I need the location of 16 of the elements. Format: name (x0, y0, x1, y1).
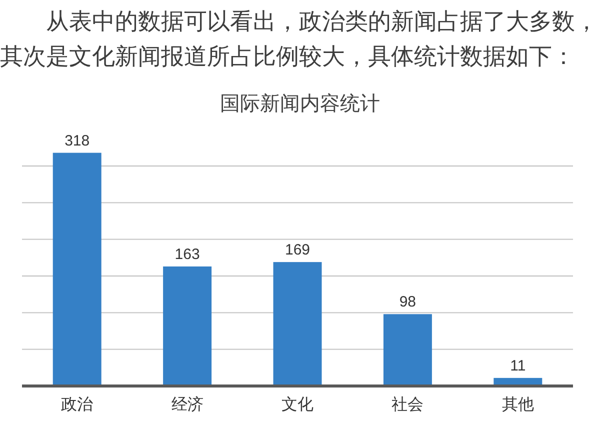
x-tick-label: 政治 (61, 396, 94, 414)
data-label: 11 (510, 357, 526, 374)
data-label: 169 (284, 242, 310, 259)
bar (383, 314, 432, 386)
data-label: 163 (174, 246, 200, 263)
text: 从表中的数据可以看出，政治类的新闻占据了大多数，其次是文化新闻报道所占比例较大，具体统计数据如下： (0, 7, 599, 71)
data-label: 318 (64, 132, 90, 150)
x-tick-label: 文化 (282, 396, 314, 414)
x-tick-label: 经济 (171, 396, 204, 414)
chart-title: 国际新闻内容统计 (220, 93, 380, 115)
bar (52, 152, 102, 386)
x-tick-label: 其他 (502, 396, 534, 414)
bar (163, 266, 212, 386)
bar (273, 262, 322, 386)
x-tick-label: 社会 (392, 396, 424, 414)
data-label: 98 (399, 294, 416, 311)
